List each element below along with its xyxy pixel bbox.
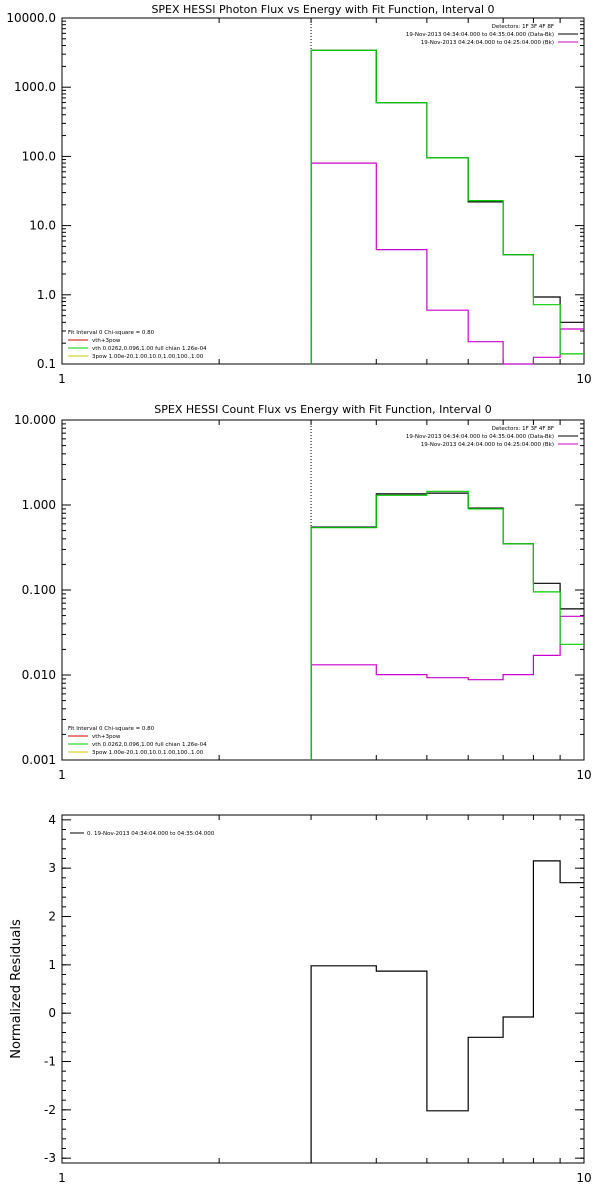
y-tick-label: -3 xyxy=(44,1151,56,1165)
x-tick-label: 10 xyxy=(576,372,591,386)
y-tick-label: 10.000 xyxy=(14,413,56,427)
series-1-steps xyxy=(310,615,584,760)
plot-frame xyxy=(61,814,585,1164)
plot-frame xyxy=(61,419,585,761)
legend-entry: vth+3pow xyxy=(92,734,121,740)
y-tick-label: -1 xyxy=(44,1055,56,1069)
x-tick-label: 10 xyxy=(576,768,591,782)
legend-entry: vth 0.0262,0.096,1.00 full chian 1.26e-0… xyxy=(92,742,207,748)
chart-title: SPEX HESSI Count Flux vs Energy with Fit… xyxy=(154,403,491,416)
y-tick-label: 0.010 xyxy=(22,668,56,682)
y-tick-label: 3 xyxy=(48,861,56,875)
series-2-steps xyxy=(310,49,584,364)
x-tick-label: 1 xyxy=(58,768,66,782)
legend-entry: Fit Interval 0 Chi-square = 0.80 xyxy=(68,330,155,336)
legend-entry: Fit Interval 0 Chi-square = 0.80 xyxy=(68,726,155,732)
legend-entry: 19-Nov-2013 04:24:04.000 to 04:25:04.000… xyxy=(421,442,554,448)
series-0-steps xyxy=(310,49,584,364)
legend-entry: Detectors: 1F 3F 4F 8F xyxy=(492,426,554,432)
series-1-steps xyxy=(310,162,584,365)
y-tick-label: 100.0 xyxy=(22,149,56,163)
y-tick-label: 2 xyxy=(48,910,56,924)
y-tick-label: 10000.0 xyxy=(6,11,56,25)
y-tick-label: 0 xyxy=(48,1006,56,1020)
legend-entry: Detectors: 1F 3F 4F 8F xyxy=(492,24,554,30)
legend-entry: 19-Nov-2013 04:34:04.000 to 04:35:04.000… xyxy=(406,434,554,440)
y-tick-label: 1000.0 xyxy=(14,80,56,94)
legend-entry: vth+3pow xyxy=(92,338,121,344)
series-0-steps xyxy=(310,492,584,760)
x-tick-label: 1 xyxy=(58,1171,66,1185)
series-0-steps xyxy=(310,860,584,1163)
y-tick-label: 1.000 xyxy=(22,498,56,512)
y-tick-label: 0.001 xyxy=(22,753,56,767)
legend-entry: 0. 19-Nov-2013 04:34:04.000 to 04:35:04.… xyxy=(87,831,215,837)
x-tick-label: 10 xyxy=(576,1171,591,1185)
legend-entry: 3pow 1.00e-20,1.00,10.0,1.00,100.,1.00 xyxy=(92,354,204,360)
y-tick-label: 1.0 xyxy=(37,288,56,302)
legend-entry: 19-Nov-2013 04:34:04.000 to 04:35:04.000… xyxy=(406,32,554,38)
chart-title: SPEX HESSI Photon Flux vs Energy with Fi… xyxy=(151,3,494,16)
y-tick-label: -2 xyxy=(44,1103,56,1117)
y-tick-label: 0.1 xyxy=(37,357,56,371)
legend-entry: 19-Nov-2013 04:24:04.000 to 04:25:04.000… xyxy=(421,40,554,46)
y-tick-label: 10.0 xyxy=(29,219,56,233)
y-axis-label: Normalized Residuals xyxy=(9,919,24,1059)
y-tick-label: 1 xyxy=(48,958,56,972)
series-2-steps xyxy=(310,490,584,760)
legend-entry: vth 0.0262,0.096,1.00 full chian 1.26e-0… xyxy=(92,346,207,352)
plot-frame xyxy=(61,17,585,365)
x-tick-label: 1 xyxy=(58,372,66,386)
y-tick-label: 0.100 xyxy=(22,583,56,597)
legend-entry: 3pow 1.00e-20,1.00,10.0,1.00,100.,1.00 xyxy=(92,750,204,756)
y-tick-label: 4 xyxy=(48,813,56,827)
